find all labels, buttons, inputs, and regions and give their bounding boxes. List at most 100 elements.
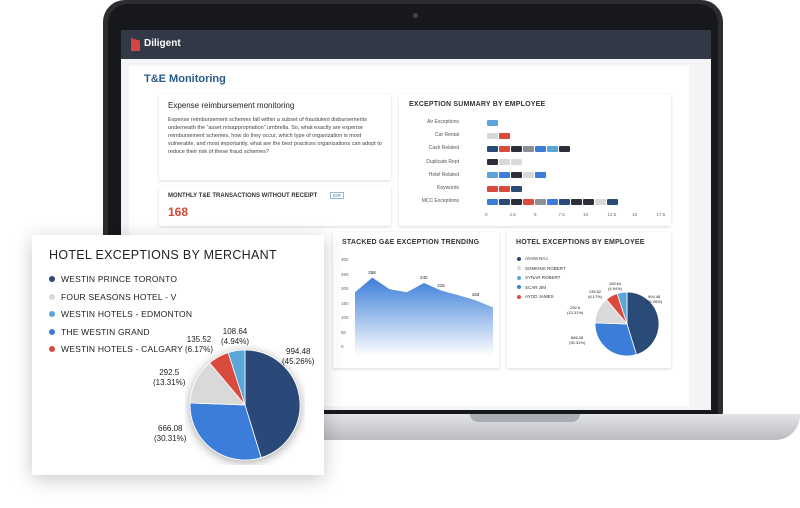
legend-swatch-icon xyxy=(49,311,55,317)
legend-swatch-icon xyxy=(517,266,521,270)
summary-bar-segment[interactable] xyxy=(535,198,546,205)
summary-bar-segment[interactable] xyxy=(607,198,618,205)
summary-x-tick: 15 xyxy=(632,212,638,217)
emp-slice-108[interactable] xyxy=(616,291,628,325)
emp-label-666: 666.08 (30.31%) xyxy=(569,335,586,345)
employee-legend-item[interactable]: SOMKINS ROBERT xyxy=(525,265,566,271)
trend-data-label: 215 xyxy=(437,282,445,288)
trend-data-label: 258 xyxy=(368,269,376,275)
summary-bar-segment[interactable] xyxy=(487,159,498,166)
summary-bar-segment[interactable] xyxy=(499,132,510,139)
summary-bar-segment[interactable] xyxy=(559,145,570,152)
top-bar: Diligent xyxy=(121,30,711,59)
trend-y-tick: 300 xyxy=(341,257,349,262)
summary-bar-segment[interactable] xyxy=(511,172,522,179)
summary-bar-segment[interactable] xyxy=(499,185,510,192)
summary-x-tick: 17.5 xyxy=(656,212,666,217)
trend-y-tick: 250 xyxy=(341,271,349,277)
merchant-legend-item[interactable]: WESTIN HOTELS - CALGARY xyxy=(61,344,184,354)
summary-bar-segment[interactable] xyxy=(595,198,606,205)
trend-card: STACKED G&E EXCEPTION TRENDING 300 250 200… xyxy=(333,232,499,368)
trend-y-tick: 100 xyxy=(341,315,349,320)
summary-row-label: Hotel Related xyxy=(428,171,459,178)
summary-bar-segment[interactable] xyxy=(511,145,522,152)
summary-bar-segment[interactable] xyxy=(487,119,498,126)
summary-bar-segment[interactable] xyxy=(499,145,510,152)
slice-label-292: 292.5 (13.31%) xyxy=(153,368,186,387)
slice-label-135: 135.52 (6.17%) xyxy=(185,335,214,354)
merchant-pie-chart xyxy=(189,349,301,461)
summary-bar-segment[interactable] xyxy=(559,198,570,205)
merchant-legend-item[interactable]: WESTIN HOTELS - EDMONTON xyxy=(61,309,193,319)
hotel-employee-card: HOTEL EXCEPTIONS BY EMPLOYEE 994.48 (45.2… xyxy=(507,232,671,368)
slice-westin-hotels-edmonton[interactable] xyxy=(227,349,246,406)
summary-bar-segment[interactable] xyxy=(523,172,534,179)
summary-bar-segment[interactable] xyxy=(511,185,522,192)
summary-bar-segment[interactable] xyxy=(547,198,558,205)
trend-area xyxy=(355,277,493,356)
summary-bar-segment[interactable] xyxy=(523,198,534,205)
camera-dot xyxy=(413,13,418,18)
trend-title: STACKED G&E EXCEPTION TRENDING xyxy=(342,239,480,246)
merchant-card: HOTEL EXCEPTIONS BY MERCHANT 994.48 (45.2… xyxy=(32,235,324,475)
hotel-employee-pie xyxy=(594,291,660,357)
intro-title: Expense reimbursement monitoring xyxy=(168,101,295,110)
summary-bar-segment[interactable] xyxy=(535,145,546,152)
hotel-employee-title: HOTEL EXCEPTIONS BY EMPLOYEE xyxy=(516,239,645,246)
summary-row-label: Duplicate Rept xyxy=(426,158,459,165)
summary-bar-segment[interactable] xyxy=(547,145,558,152)
summary-row-label: Keywords xyxy=(437,185,459,191)
trend-area-chart xyxy=(355,277,493,356)
slice-the-westin-grand[interactable] xyxy=(189,402,262,461)
summary-x-tick: 12.5 xyxy=(607,212,617,217)
summary-bar-segment[interactable] xyxy=(511,198,522,205)
brand-name[interactable]: Diligent xyxy=(144,38,181,49)
receipt-title: MONTHLY T&E TRANSACTIONS WITHOUT RECEIPT xyxy=(168,193,318,199)
slice-label-666: 666.08 (30.31%) xyxy=(154,424,187,443)
diligent-logo-icon xyxy=(131,38,140,51)
merchant-legend-item[interactable]: WESTIN PRINCE TORONTO xyxy=(61,274,178,284)
legend-swatch-icon xyxy=(49,346,55,352)
summary-bar-segment[interactable] xyxy=(583,198,594,205)
summary-bar-segment[interactable] xyxy=(535,172,546,179)
summary-x-tick: 5 xyxy=(534,212,537,217)
legend-swatch-icon xyxy=(49,276,55,282)
slice-westin-prince-toronto[interactable] xyxy=(244,349,301,459)
summary-bar-segment[interactable] xyxy=(487,185,498,192)
laptop-notch xyxy=(470,414,580,422)
merchant-legend-item[interactable]: THE WESTIN GRAND xyxy=(61,326,150,337)
trend-data-label: 240 xyxy=(420,275,428,281)
summary-row-label: Cash Related xyxy=(428,145,459,152)
trend-y-tick: 150 xyxy=(341,300,349,306)
emp-slice-666[interactable] xyxy=(594,322,637,357)
legend-swatch-icon xyxy=(49,328,55,335)
employee-legend-item[interactable]: SCAR JIM xyxy=(525,284,547,290)
receipt-card[interactable]: MONTHLY T&E TRANSACTIONS WITHOUT RECEIPT… xyxy=(159,186,391,226)
summary-bar-segment[interactable] xyxy=(499,198,510,205)
merchant-legend-item[interactable]: FOUR SEASONS HOTEL - V xyxy=(61,291,177,302)
employee-legend-item[interactable]: SYNAR ROBERT xyxy=(525,275,561,280)
summary-bar-segment[interactable] xyxy=(499,159,510,166)
receipt-count: 168 xyxy=(168,205,189,219)
summary-bar-segment[interactable] xyxy=(499,172,510,179)
summary-bar-segment[interactable] xyxy=(523,145,534,152)
summary-bar-segment[interactable] xyxy=(571,198,582,205)
emp-label-108: 108.64 (4.94%) xyxy=(608,281,623,291)
summary-x-tick: 0 xyxy=(485,212,488,217)
legend-swatch-icon xyxy=(517,285,521,289)
summary-row-label: Air Exceptions xyxy=(427,119,459,125)
trend-y-tick: 0 xyxy=(341,344,344,349)
intro-card: Expense reimbursement monitoring Expense… xyxy=(159,94,391,180)
employee-legend-item[interactable]: AYANI RAJ xyxy=(525,256,548,261)
summary-x-tick: 10 xyxy=(583,212,589,217)
summary-bar-segment[interactable] xyxy=(487,132,498,139)
summary-bar-segment[interactable] xyxy=(487,172,498,179)
page-title: T&E Monitoring xyxy=(144,73,226,85)
summary-bar-segment[interactable] xyxy=(487,198,498,205)
employee-legend-item[interactable]: AYOD JAMES xyxy=(525,294,554,299)
summary-bar-segment[interactable] xyxy=(487,145,498,152)
trend-data-label: 183 xyxy=(471,292,480,298)
summary-bar-segment[interactable] xyxy=(511,159,522,166)
emp-slice-994[interactable] xyxy=(626,291,660,356)
summary-row-label: MCC Exceptions xyxy=(421,198,459,205)
